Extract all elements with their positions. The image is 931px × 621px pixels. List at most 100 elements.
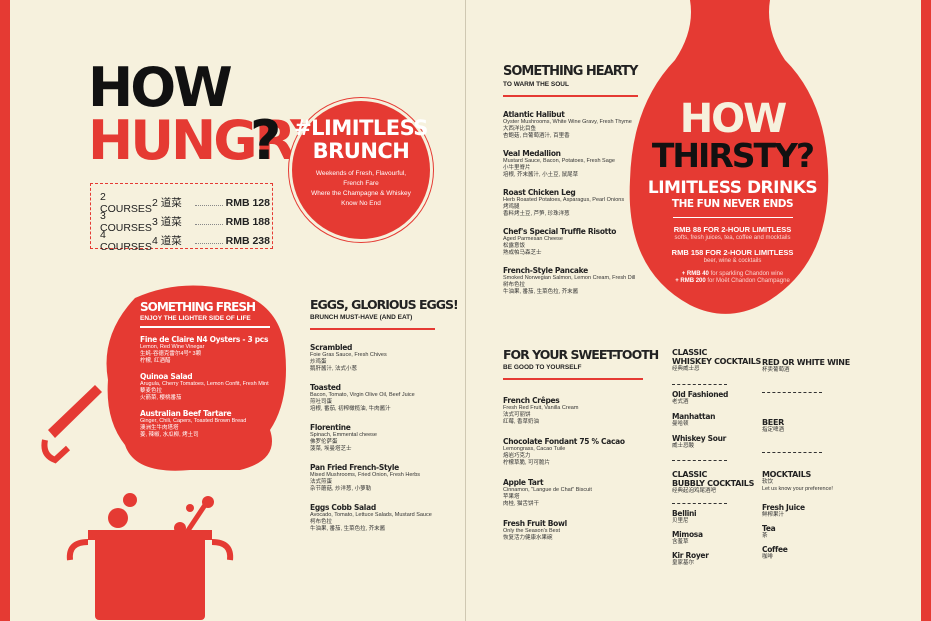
menu-item-desc-cn: 培根, 番茄, 初榨橄榄油, 牛肉酱汁 (310, 406, 391, 412)
course-row: 4 COURSES 4 道菜 RMB 238 (100, 229, 270, 253)
course-label: 3 COURSES (100, 209, 152, 234)
pot-body (95, 535, 205, 620)
menu-item-desc-cn: 藜麦色拉 (140, 387, 163, 394)
menu-item-desc-cn: 菠菜, 埃曼塔芝士 (310, 446, 352, 452)
drink-name: Tea (762, 524, 776, 533)
addon-desc: for Moët Chandon Champagne (707, 278, 790, 284)
menu-item: Pan Fried French-Style Mixed Mushrooms, … (310, 463, 435, 493)
offer-desc: beer, wine & cocktails (703, 258, 762, 264)
whiskey-cocktails-section: CLASSIC WHISKEY COCKTAILS 经典威士忌 Old Fash… (672, 348, 761, 461)
menu-item-title: Australian Beef Tartare (140, 408, 232, 418)
menu-item-desc-cn: 熔岩巧克力 (503, 453, 531, 459)
drink-name-cn: 贝里尼 (672, 518, 689, 524)
menu-item-desc-cn: 杂节蘑菇, 炒洋葱, 小萝勒 (310, 486, 372, 492)
menu-item-desc-cn: 鹅肝酱汁, 法式小葱 (310, 366, 358, 372)
brunch-line: French Fare (343, 180, 379, 187)
fresh-heading: SOMETHING FRESH (140, 300, 256, 314)
menu-item-desc: Oyster Mushrooms, White Wine Gravy, Fres… (503, 119, 632, 125)
eggs-section: EGGS, GLORIOUS EGGS! BRUNCH MUST-HAVE (A… (310, 297, 459, 540)
course-label-cn: 4 道菜 (152, 235, 182, 247)
menu-item-desc-cn: 苹果塔 (503, 494, 520, 500)
section-divider (503, 95, 638, 97)
title-question-mark: ? (250, 109, 281, 172)
steam-bubble (202, 496, 214, 508)
menu-item-desc: Bacon, Tomato, Virgin Olive Oil, Beef Ju… (310, 392, 415, 398)
offer-title: RMB 158 FOR 2-HOUR LIMITLESS (671, 248, 794, 257)
hearty-subheading: TO WARM THE SOUL (503, 81, 569, 88)
course-price-box (90, 183, 273, 249)
menu-item-desc-cn: 佛罗伦萨蛋 (310, 439, 338, 445)
drink-name: Old Fashioned (672, 390, 729, 399)
offer-title: RMB 88 FOR 2-HOUR LIMITLESS (673, 225, 792, 234)
menu-item-desc: Ginger, Chili, Capers, Toasted Brown Bre… (140, 417, 247, 424)
drinks-heading-cn: 软饮 (762, 479, 774, 485)
drink-name: Manhattan (672, 412, 716, 421)
wine-section: RED OR WHITE WINE 杯卖葡萄酒 (762, 358, 850, 393)
drink-name: Whiskey Sour (672, 434, 727, 443)
pot-lid (48, 385, 102, 438)
brunch-title-hashtag: #LIMITLESS (294, 116, 428, 140)
menu-item-desc-cn: 法式可丽饼 (503, 412, 531, 418)
drinks-heading: CLASSIC (672, 470, 708, 479)
drinks-heading: BUBBLY COCKTAILS (672, 479, 755, 488)
menu-item-desc-cn: 烤鸡腿 (503, 204, 520, 210)
cooking-pot-illustration (41, 285, 286, 620)
menu-item-desc: Fresh Red Fruit, Vanilla Cream (503, 405, 579, 411)
drinks-heading: CLASSIC (672, 348, 708, 357)
drinks-heading-cn: 经典起泡鸡尾酒吧 (672, 488, 717, 494)
beer-section: BEER 指定啤酒 (762, 418, 842, 453)
drink-name-cn: 皇家基尔 (672, 560, 695, 566)
menu-item-title: Fine de Claire N4 Oysters - 3 pcs (140, 334, 269, 344)
dashed-divider (672, 460, 727, 461)
menu-item: Veal Medallion Mustard Sauce, Bacon, Pot… (503, 149, 638, 179)
something-hearty-section: SOMETHING HEARTY TO WARM THE SOUL Atlant… (503, 64, 638, 303)
menu-item: Scrambled Foie Gras Sauce, Fresh Chives … (310, 343, 435, 373)
drink-name-cn: 咖啡 (762, 554, 774, 560)
menu-item-desc-cn: 柠檬草脆, 可可脆片 (503, 460, 551, 466)
mocktails-note: Let us know your preference! (762, 486, 833, 492)
menu-item-desc: Mixed Mushrooms, Fried Onion, Fresh Herb… (310, 472, 421, 478)
menu-item: Eggs Cobb Salad Avocado, Tomato, Lettuce… (310, 503, 435, 533)
dotted-leader (195, 200, 223, 206)
page-spine (465, 0, 466, 621)
menu-item-title: Pan Fried French-Style (310, 463, 399, 472)
course-price: RMB 188 (225, 215, 270, 228)
drink-name-cn: 威士忌酸 (672, 443, 695, 449)
section-divider (672, 217, 793, 218)
menu-item-desc-cn: 牛油果, 番茄, 生菜色拉, 芥末酱 (503, 289, 579, 295)
thirsty-how: HOW (679, 96, 788, 142)
menu-item: Chef's Special Truffle Risotto Aged Parm… (503, 227, 638, 257)
menu-item-title: Apple Tart (503, 478, 544, 487)
menu-item-desc: Mustard Sauce, Bacon, Potatoes, Fresh Sa… (503, 158, 615, 164)
wine-glass-shape (629, 0, 829, 314)
menu-item-desc-cn: 杏鲍菇, 白葡萄酒汁, 百里香 (503, 133, 570, 139)
pot-handle-left (66, 539, 89, 561)
dotted-leader (195, 238, 223, 244)
course-label-cn: 3 道菜 (152, 216, 182, 228)
menu-item-title: Scrambled (310, 343, 353, 352)
something-fresh-section: SOMETHING FRESH ENJOY THE LIGHTER SIDE O… (140, 300, 270, 446)
pot-lid-edge (41, 439, 71, 464)
drink-name-cn: 曼哈顿 (672, 421, 689, 427)
menu-item-desc-cn: 香料烤土豆, 芦笋, 珍珠洋葱 (503, 211, 570, 217)
steam-bubble (123, 493, 137, 507)
menu-item-title: Atlantic Halibut (503, 110, 565, 119)
menu-item-desc: Lemongrass, Cacao Tuile (503, 446, 566, 452)
dashed-divider (762, 452, 822, 453)
limitless-drinks: LIMITLESS DRINKS (647, 178, 818, 198)
menu-item: Australian Beef Tartare Ginger, Chili, C… (140, 409, 270, 439)
menu-item-desc-cn: 澳洲生牛肉塔塔 (140, 424, 179, 431)
menu-item-desc: Lemon, Red Wine Vinegar (140, 343, 205, 350)
dashed-divider (672, 384, 727, 385)
menu-item-desc-cn: 生蚝-吞德克雷尔4号* 3颗 (140, 350, 202, 357)
drinks-heading: RED OR WHITE WINE (762, 358, 850, 367)
menu-item: Atlantic Halibut Oyster Mushrooms, White… (503, 110, 638, 140)
menu-item-desc: Avocado, Tomato, Lettuce Salads, Mustard… (310, 512, 432, 518)
pot-handle-right (211, 539, 234, 561)
menu-item-desc-cn: 小牛里脊片 (503, 165, 531, 171)
sweet-subheading: BE GOOD TO YOURSELF (503, 364, 582, 371)
menu-item-desc-cn: 松露意饭 (503, 243, 526, 249)
menu-item-title: Chef's Special Truffle Risotto (503, 227, 617, 236)
menu-item-title: Florentine (310, 423, 351, 432)
menu-item: Fresh Fruit Bowl Only the Season's Best … (503, 519, 643, 542)
